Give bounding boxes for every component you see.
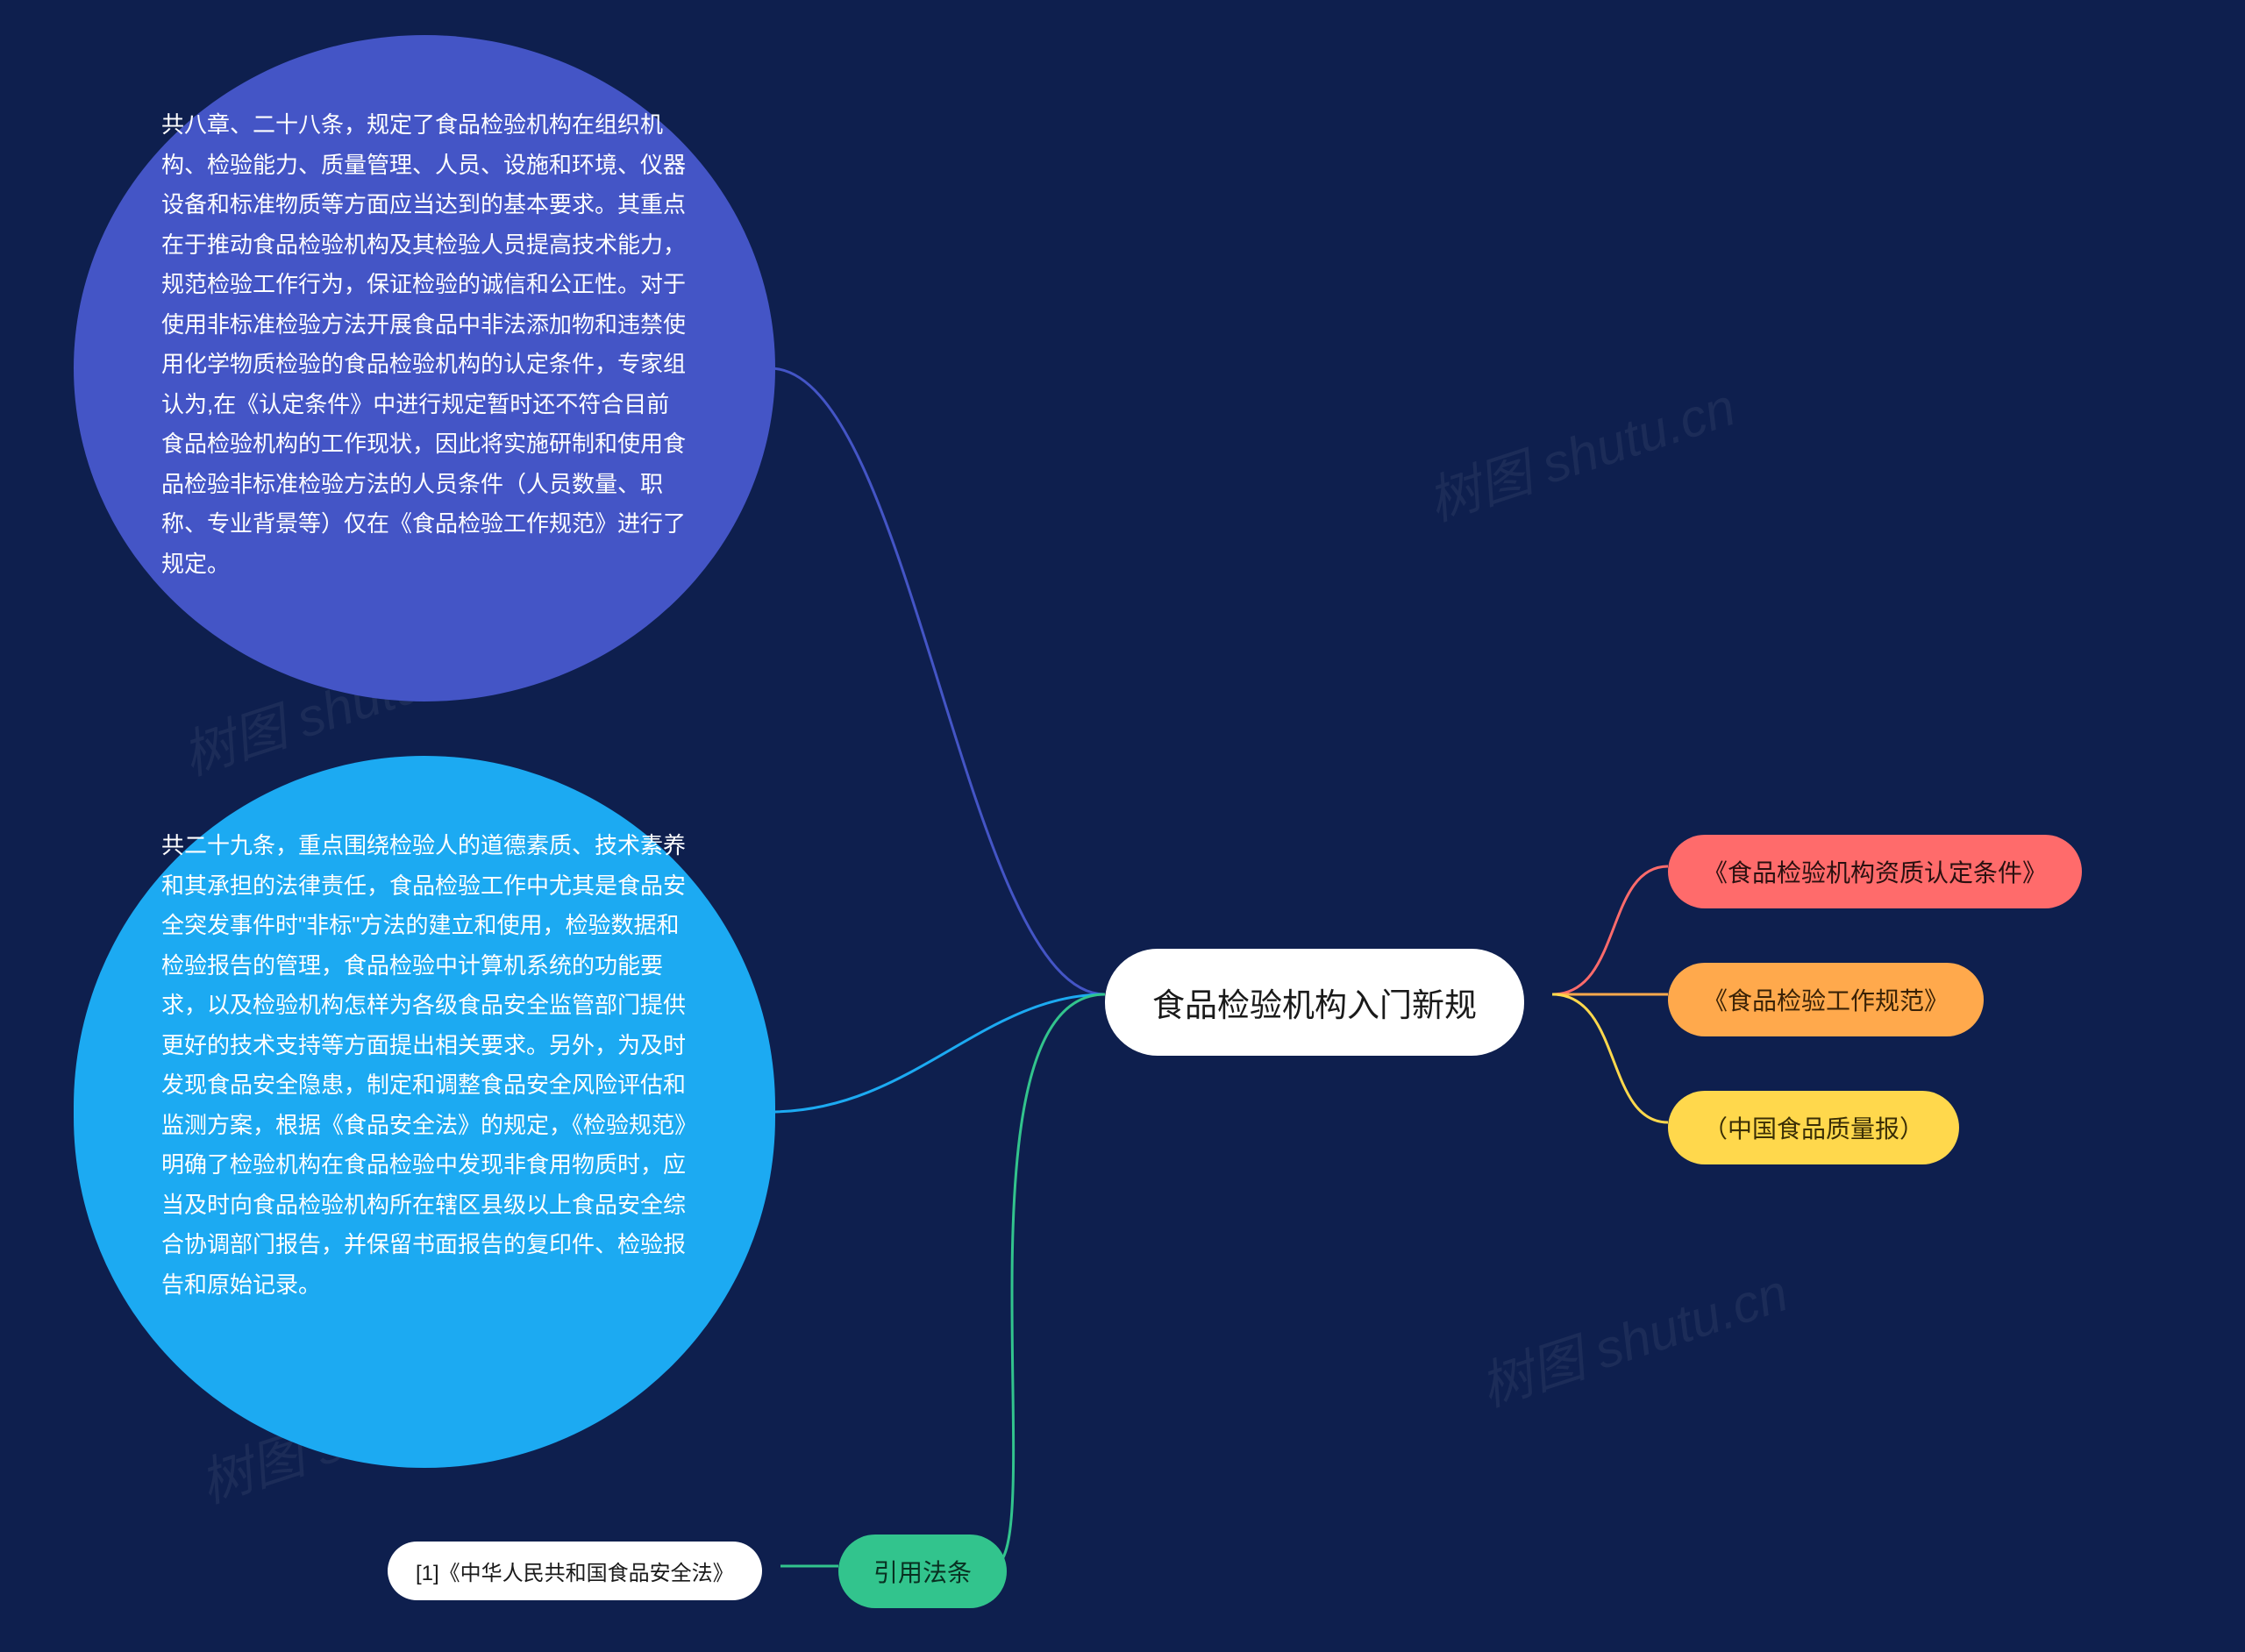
subtopic-text: 共二十九条，重点围绕检验人的道德素质、技术素养和其承担的法律责任，食品检验工作中… xyxy=(161,826,688,1305)
subtopic-pill-yellow[interactable]: （中国食品质量报） xyxy=(1668,1091,1959,1164)
subtopic-bubble-specification[interactable]: 共二十九条，重点围绕检验人的道德素质、技术素养和其承担的法律责任，食品检验工作中… xyxy=(74,756,775,1468)
leaf-citation-law[interactable]: [1]《中华人民共和国食品安全法》 xyxy=(388,1542,762,1600)
subtopic-pill-citation[interactable]: 引用法条 xyxy=(838,1535,1007,1608)
watermark: 树图 shutu.cn xyxy=(1416,365,1743,536)
central-topic[interactable]: 食品检验机构入门新规 xyxy=(1105,949,1524,1056)
mindmap-canvas: 树图 shutu.cn 树图 shutu.cn 树图 shutu.cn 树图 s… xyxy=(0,0,2245,1652)
watermark: 树图 shutu.cn xyxy=(1469,1250,1796,1421)
subtopic-pill-orange[interactable]: 《食品检验工作规范》 xyxy=(1668,963,1984,1036)
subtopic-bubble-conditions[interactable]: 共八章、二十八条，规定了食品检验机构在组织机构、检验能力、质量管理、人员、设施和… xyxy=(74,35,775,701)
subtopic-pill-red[interactable]: 《食品检验机构资质认定条件》 xyxy=(1668,835,2082,908)
subtopic-text: 共八章、二十八条，规定了食品检验机构在组织机构、检验能力、质量管理、人员、设施和… xyxy=(161,105,688,584)
